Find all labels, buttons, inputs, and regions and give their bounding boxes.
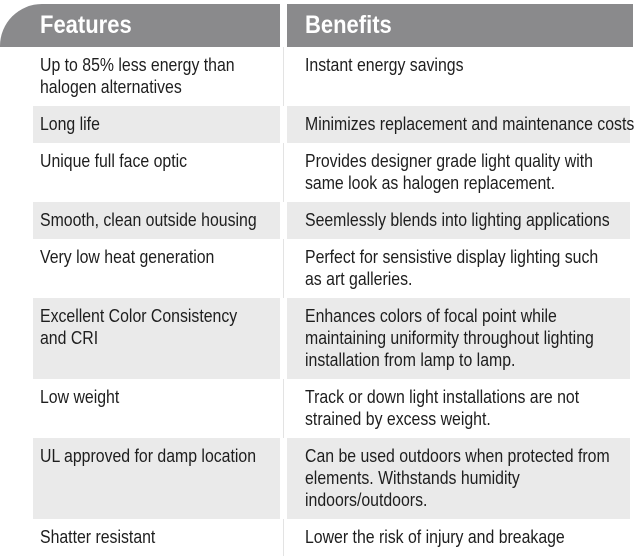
table-row: Excellent Color Consistency and CRI Enha… <box>0 298 638 379</box>
benefit-text: Minimizes replacement and maintenance co… <box>305 114 635 134</box>
feature-cell: UL approved for damp location <box>33 438 280 519</box>
feature-cell: Unique full face optic <box>33 143 280 202</box>
row-left-margin <box>0 379 33 438</box>
benefit-text: Enhances colors of focal point while mai… <box>305 306 594 370</box>
row-left-margin <box>0 202 33 239</box>
row-right-margin <box>630 438 638 519</box>
feature-text: Very low heat generation <box>40 247 215 267</box>
benefit-cell: Minimizes replacement and maintenance co… <box>287 106 634 143</box>
row-left-margin <box>0 519 33 556</box>
column-divider-gap <box>280 143 287 202</box>
benefit-text: Track or down light installations are no… <box>305 387 580 429</box>
table-row: Long life Minimizes replacement and main… <box>0 106 638 143</box>
column-divider-gap <box>280 438 287 519</box>
benefit-cell: Lower the risk of injury and breakage <box>287 519 630 556</box>
table-row: Up to 85% less energy than halogen alter… <box>0 47 638 106</box>
feature-text: Shatter resistant <box>40 527 156 547</box>
feature-text: Smooth, clean outside housing <box>40 210 257 230</box>
row-left-margin <box>0 143 33 202</box>
column-divider <box>280 4 287 47</box>
benefit-cell: Enhances colors of focal point while mai… <box>287 298 630 379</box>
benefits-column-header: Benefits <box>287 4 633 47</box>
table-header: Features Benefits <box>0 4 633 47</box>
benefit-text: Lower the risk of injury and breakage <box>305 527 565 547</box>
row-right-margin <box>630 239 638 298</box>
feature-cell: Very low heat generation <box>33 239 280 298</box>
row-right-margin <box>630 47 638 106</box>
feature-cell: Shatter resistant <box>33 519 280 556</box>
table-row: Unique full face optic Provides designer… <box>0 143 638 202</box>
column-divider-gap <box>280 239 287 298</box>
table-row: Low weight Track or down light installat… <box>0 379 638 438</box>
benefit-cell: Seemlessly blends into lighting applicat… <box>287 202 630 239</box>
row-right-margin <box>630 106 638 143</box>
row-right-margin <box>630 379 638 438</box>
benefit-cell: Provides designer grade light quality wi… <box>287 143 630 202</box>
benefit-cell: Track or down light installations are no… <box>287 379 630 438</box>
feature-cell: Low weight <box>33 379 280 438</box>
benefit-text: Instant energy savings <box>305 55 464 75</box>
features-column-header: Features <box>0 4 280 47</box>
table-row: UL approved for damp location Can be use… <box>0 438 638 519</box>
feature-text: Excellent Color Consistency and CRI <box>40 306 238 348</box>
feature-cell: Excellent Color Consistency and CRI <box>33 298 280 379</box>
table-row: Smooth, clean outside housing Seemlessly… <box>0 202 638 239</box>
benefit-text: Perfect for sensistive display lighting … <box>305 247 599 289</box>
feature-cell: Long life <box>33 106 280 143</box>
feature-cell: Up to 85% less energy than halogen alter… <box>33 47 280 106</box>
row-left-margin <box>0 106 33 143</box>
benefits-header-label: Benefits <box>305 11 392 39</box>
column-divider-gap <box>280 106 287 143</box>
feature-cell: Smooth, clean outside housing <box>33 202 280 239</box>
feature-text: Up to 85% less energy than halogen alter… <box>40 55 235 97</box>
benefit-cell: Instant energy savings <box>287 47 630 106</box>
feature-text: Low weight <box>40 387 120 407</box>
table-row: Shatter resistant Lower the risk of inju… <box>0 519 638 556</box>
row-left-margin <box>0 298 33 379</box>
row-left-margin <box>0 438 33 519</box>
benefit-text: Seemlessly blends into lighting applicat… <box>305 210 610 230</box>
table-body: Up to 85% less energy than halogen alter… <box>0 47 638 556</box>
row-right-margin <box>630 143 638 202</box>
benefit-cell: Can be used outdoors when protected from… <box>287 438 630 519</box>
row-right-margin <box>630 519 638 556</box>
column-divider-gap <box>280 298 287 379</box>
column-divider-gap <box>280 47 287 106</box>
table-row: Very low heat generation Perfect for sen… <box>0 239 638 298</box>
row-left-margin <box>0 47 33 106</box>
benefit-text: Can be used outdoors when protected from… <box>305 446 610 510</box>
benefit-text: Provides designer grade light quality wi… <box>305 151 593 193</box>
benefit-cell: Perfect for sensistive display lighting … <box>287 239 630 298</box>
feature-text: UL approved for damp location <box>40 446 257 466</box>
column-divider-gap <box>280 379 287 438</box>
feature-text: Long life <box>40 114 100 134</box>
column-divider-gap <box>280 519 287 556</box>
row-right-margin <box>630 202 638 239</box>
feature-text: Unique full face optic <box>40 151 188 171</box>
features-header-label: Features <box>40 11 132 39</box>
column-divider-gap <box>280 202 287 239</box>
row-right-margin <box>630 298 638 379</box>
row-left-margin <box>0 239 33 298</box>
